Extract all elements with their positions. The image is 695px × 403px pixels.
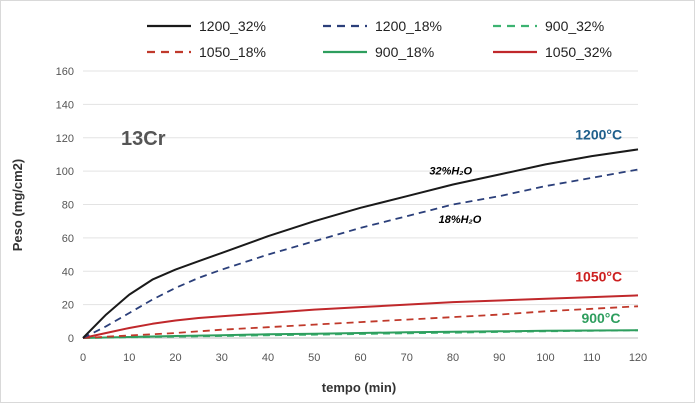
axis-layer: 0 20 40 60 80 100 120 140 160 0 10 20 30 40 50 60 70 80 90… [56, 66, 648, 364]
temperature-label: 900°C [581, 310, 620, 326]
x-tick-label: 110 [583, 352, 601, 364]
x-tick-label: 70 [401, 352, 413, 364]
y-tick-label: 60 [62, 233, 74, 245]
y-tick-label: 120 [56, 133, 74, 145]
legend-label: 1050_32% [545, 44, 612, 60]
y-tick-label: 0 [68, 333, 74, 345]
grid-layer [83, 70, 638, 339]
y-tick-label: 40 [62, 266, 74, 278]
temperature-label: 1050°C [575, 268, 622, 284]
x-tick-label: 10 [123, 352, 135, 364]
y-tick-label: 100 [56, 166, 74, 178]
y-tick-label: 140 [56, 99, 74, 111]
series-layer [82, 148, 639, 339]
legend-label: 1050_18% [199, 44, 266, 60]
annotation-layer: 1200°C 1050°C 900°C 32%H₂O 18%H₂O [429, 126, 622, 326]
x-tick-label: 120 [629, 352, 647, 364]
y-tick-label: 80 [62, 200, 74, 212]
y-axis-title: Peso (mg/cm2) [10, 159, 25, 251]
legend-label: 900_18% [375, 44, 434, 60]
x-axis-title: tempo (min) [322, 380, 396, 395]
x-tick-label: 100 [536, 352, 554, 364]
series-line-1050_18pct [82, 305, 639, 339]
x-tick-label: 20 [169, 352, 181, 364]
legend: 1200_32% 1200_18% 900_32% 1050_18% 900_18% 10… [147, 18, 612, 60]
x-tick-label: 30 [216, 352, 228, 364]
y-tick-label: 160 [56, 66, 74, 78]
curve-note-label: 18%H₂O [439, 214, 482, 226]
curve-note-label: 32%H₂O [429, 165, 472, 177]
legend-label: 1200_32% [199, 18, 266, 34]
x-tick-label: 40 [262, 352, 274, 364]
x-tick-label: 60 [354, 352, 366, 364]
temperature-label: 1200°C [575, 126, 622, 142]
series-line-900_18pct [82, 329, 639, 339]
series-line-1200_32pct [82, 148, 639, 339]
legend-label: 1200_18% [375, 18, 442, 34]
x-tick-label: 0 [80, 352, 86, 364]
panel-label: 13Cr [121, 128, 166, 150]
y-tick-label: 20 [62, 300, 74, 312]
legend-label: 900_32% [545, 18, 604, 34]
x-tick-label: 90 [493, 352, 505, 364]
series-line-1050_32pct [82, 294, 639, 339]
x-tick-label: 80 [447, 352, 459, 364]
x-tick-label: 50 [308, 352, 320, 364]
series-line-1200_18pct [82, 168, 639, 339]
